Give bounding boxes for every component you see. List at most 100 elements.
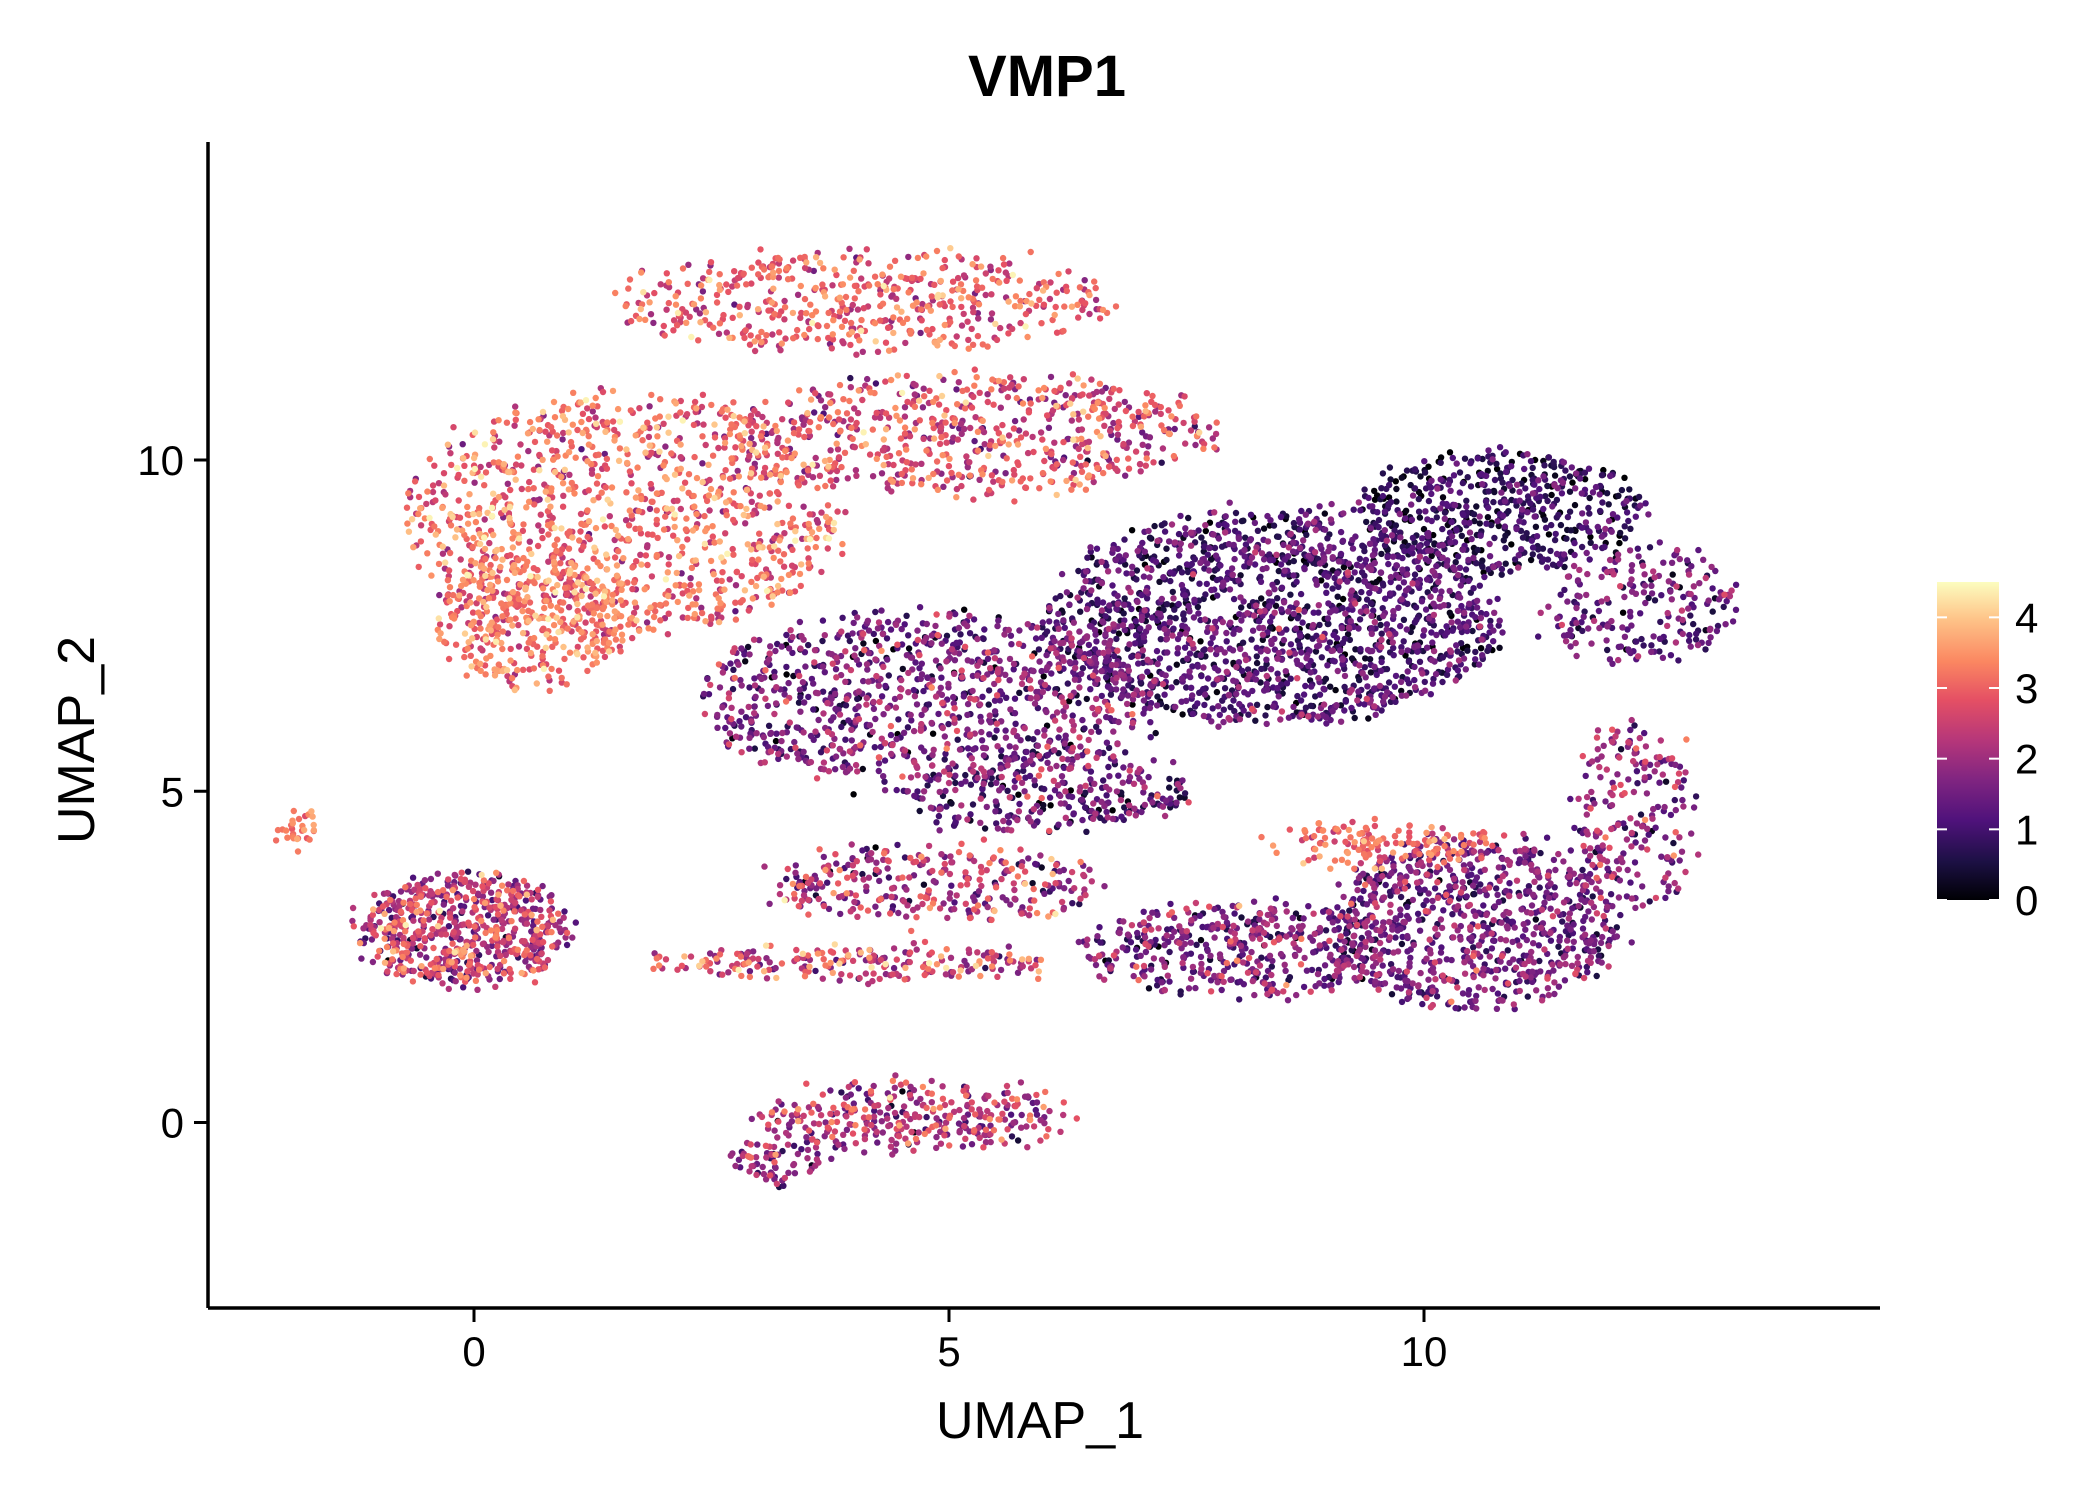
scatter-point xyxy=(1275,533,1282,540)
scatter-point xyxy=(800,748,807,755)
scatter-point xyxy=(385,906,393,914)
scatter-point xyxy=(993,779,1000,786)
scatter-point xyxy=(1083,605,1091,613)
scatter-point xyxy=(1006,743,1013,750)
scatter-point xyxy=(1222,513,1229,520)
scatter-point xyxy=(875,911,882,918)
scatter-point xyxy=(1363,596,1371,603)
scatter-point xyxy=(1102,658,1110,665)
scatter-point xyxy=(1527,556,1535,564)
scatter-point xyxy=(1189,968,1197,975)
scatter-point xyxy=(1414,648,1421,655)
scatter-point xyxy=(1076,648,1084,655)
scatter-point xyxy=(1151,522,1158,530)
scatter-point xyxy=(1473,503,1480,510)
scatter-point xyxy=(849,630,856,637)
scatter-point xyxy=(1446,449,1454,456)
scatter-point xyxy=(1363,518,1370,526)
scatter-point xyxy=(1628,939,1635,946)
scatter-point xyxy=(1732,606,1740,613)
scatter-point xyxy=(1340,510,1347,517)
scatter-point xyxy=(1448,533,1456,540)
scatter-point xyxy=(1239,639,1247,646)
scatter-point xyxy=(1491,476,1499,484)
scatter-point xyxy=(1207,640,1214,647)
scatter-point xyxy=(1388,532,1396,539)
scatter-point xyxy=(1294,615,1301,622)
scatter-point xyxy=(1423,540,1431,547)
scatter-point xyxy=(1334,904,1341,911)
scatter-point xyxy=(1552,892,1559,899)
scatter-point xyxy=(1321,962,1329,969)
scatter-point xyxy=(1158,459,1165,466)
scatter-point xyxy=(1264,512,1271,520)
scatter-point xyxy=(1584,969,1591,976)
scatter-point xyxy=(1266,603,1273,610)
scatter-point xyxy=(995,617,1002,624)
scatter-point xyxy=(874,1139,881,1146)
scatter-point xyxy=(1378,485,1385,492)
scatter-point xyxy=(1423,576,1431,583)
scatter-point xyxy=(1153,982,1161,989)
scatter-point xyxy=(1551,884,1558,891)
scatter-point xyxy=(1038,864,1045,871)
scatter-point xyxy=(1547,547,1554,555)
scatter-point xyxy=(1173,799,1180,806)
scatter-point xyxy=(1109,545,1117,553)
scatter-point xyxy=(1062,392,1069,399)
scatter-point xyxy=(1446,587,1453,595)
scatter-point xyxy=(794,750,801,757)
scatter-point xyxy=(1532,916,1540,923)
scatter-point xyxy=(1241,546,1248,554)
scatter-point xyxy=(1484,467,1492,475)
scatter-point xyxy=(1420,632,1427,639)
scatter-point xyxy=(1161,691,1168,698)
scatter-point xyxy=(1036,809,1044,816)
scatter-point xyxy=(490,916,497,923)
scatter-point xyxy=(1293,991,1300,999)
scatter-point xyxy=(1398,474,1406,481)
scatter-point xyxy=(1453,527,1460,534)
scatter-point xyxy=(1722,621,1729,628)
scatter-point xyxy=(1421,458,1428,465)
scatter-point xyxy=(1287,641,1295,648)
scatter-point xyxy=(1296,641,1303,649)
scatter-point xyxy=(1266,551,1273,558)
scatter-point xyxy=(838,723,845,731)
scatter-point xyxy=(1472,614,1479,621)
scatter-point xyxy=(1094,596,1101,603)
scatter-point xyxy=(1415,543,1423,550)
scatter-point xyxy=(1087,544,1094,551)
scatter-point xyxy=(1638,844,1645,851)
scatter-point xyxy=(870,705,878,713)
scatter-point xyxy=(1465,577,1472,585)
scatter-point xyxy=(738,645,745,652)
scatter-point xyxy=(1624,626,1631,633)
scatter-point xyxy=(416,951,424,958)
scatter-point xyxy=(1386,464,1394,471)
scatter-point xyxy=(1146,704,1154,712)
scatter-point xyxy=(1057,792,1064,800)
scatter-point xyxy=(1250,898,1258,905)
scatter-point xyxy=(1259,624,1267,632)
scatter-point xyxy=(1201,701,1208,709)
scatter-point xyxy=(1241,563,1248,570)
scatter-point xyxy=(950,693,957,701)
scatter-point xyxy=(1183,561,1191,568)
scatter-point xyxy=(1166,978,1173,985)
scatter-point xyxy=(1467,460,1474,467)
scatter-point xyxy=(1146,574,1153,581)
scatter-point xyxy=(937,684,944,691)
scatter-point xyxy=(1056,868,1063,875)
scatter-point xyxy=(1509,476,1516,484)
scatter-point xyxy=(1624,866,1631,874)
scatter-point xyxy=(765,656,773,663)
scatter-point xyxy=(1332,686,1339,694)
scatter-point xyxy=(1182,525,1189,532)
scatter-point xyxy=(1458,532,1466,539)
scatter-point xyxy=(773,730,780,737)
scatter-point xyxy=(1540,473,1547,480)
scatter-point xyxy=(1369,503,1376,510)
scatter-point xyxy=(1460,511,1467,518)
scatter-point xyxy=(953,639,960,646)
